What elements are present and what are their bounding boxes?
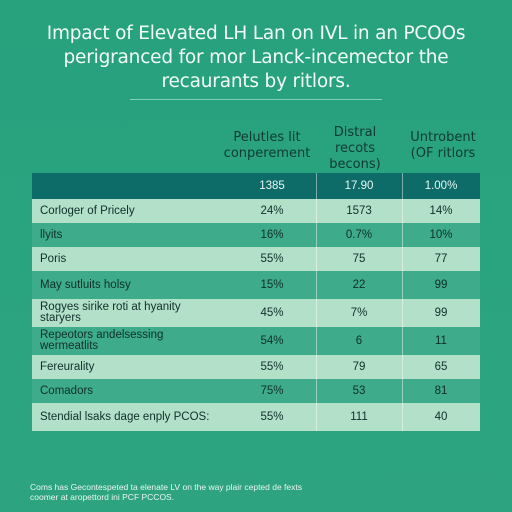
row-value-3: 99 bbox=[434, 307, 448, 319]
column-divider bbox=[316, 199, 317, 223]
column-divider bbox=[402, 403, 403, 431]
row-value-1: 75% bbox=[260, 385, 284, 397]
row-label: Fereurality bbox=[40, 360, 95, 373]
header-cell-1: 1385 bbox=[259, 180, 285, 192]
row-value-1: 55% bbox=[260, 253, 284, 265]
column-divider bbox=[402, 173, 403, 199]
row-value-3: 77 bbox=[434, 253, 448, 265]
row-label: Repeotors andelsessing wermeatlits bbox=[40, 329, 164, 352]
row-value-1: 45% bbox=[260, 307, 284, 319]
row-value-2: 75 bbox=[352, 253, 366, 265]
column-header-2-line-2: recots bbox=[334, 141, 376, 156]
row-value-2: 53 bbox=[352, 385, 366, 397]
header-cell-3: 1.00% bbox=[424, 180, 458, 192]
column-header-3-line-1: Untrobent bbox=[410, 130, 476, 145]
row-value-2: 22 bbox=[352, 279, 366, 291]
column-divider bbox=[402, 299, 403, 327]
row-value-1: 55% bbox=[260, 361, 284, 373]
column-divider bbox=[316, 403, 317, 431]
table-row: Rogyes sirike roti at hyanity staryers 45… bbox=[32, 299, 480, 327]
table-row: Fereurality 55% 79 65 bbox=[32, 355, 480, 379]
table-row: llyits 16% 0.7% 10% bbox=[32, 223, 480, 247]
column-header-3-line-2: (OF ritlors bbox=[410, 146, 476, 161]
column-header-2: Distral recots becons) bbox=[300, 125, 410, 173]
row-value-2: 7% bbox=[350, 307, 368, 319]
column-header-1-line-1: Pelutles lit bbox=[233, 130, 301, 145]
table-row: May sutluits holsy 15% 22 99 bbox=[32, 271, 480, 299]
column-divider bbox=[316, 271, 317, 299]
column-divider bbox=[402, 271, 403, 299]
column-divider bbox=[402, 379, 403, 403]
row-value-2: 0.7% bbox=[345, 229, 373, 241]
row-value-2: 79 bbox=[352, 361, 366, 373]
column-divider bbox=[316, 327, 317, 355]
column-header-1: Pelutles lit conperement bbox=[212, 130, 322, 162]
column-header-2-line-3: becons) bbox=[329, 157, 381, 172]
row-value-3: 81 bbox=[434, 385, 448, 397]
column-divider bbox=[402, 199, 403, 223]
title-line-3: recaurants by ritlors. bbox=[161, 71, 351, 92]
row-label: Corloger of Pricely bbox=[40, 204, 135, 217]
row-label: May sutluits holsy bbox=[40, 278, 131, 291]
column-divider bbox=[402, 355, 403, 379]
row-label: Comadors bbox=[40, 384, 94, 397]
column-divider bbox=[402, 223, 403, 247]
column-divider bbox=[316, 379, 317, 403]
row-label: Poris bbox=[40, 252, 67, 265]
data-table: 1385 17.90 1.00% Corloger of Pricely 24% 1… bbox=[32, 173, 480, 431]
footnote: Coms has Gecontespeted ta elenate LV on … bbox=[30, 482, 490, 502]
title-line-1: Impact of Elevated LH Lan on IVL in an P… bbox=[46, 23, 466, 44]
row-value-2: 6 bbox=[355, 335, 363, 347]
row-value-1: 16% bbox=[260, 229, 284, 241]
row-value-1: 55% bbox=[260, 411, 284, 423]
row-value-3: 40 bbox=[434, 411, 448, 423]
table-row: Repeotors andelsessing wermeatlits 54% 6 11 bbox=[32, 327, 480, 355]
row-value-3: 10% bbox=[429, 229, 453, 241]
row-label: Rogyes sirike roti at hyanity staryers bbox=[40, 301, 181, 324]
column-divider bbox=[402, 327, 403, 355]
column-divider bbox=[316, 299, 317, 327]
column-divider bbox=[402, 247, 403, 271]
table-row: Comadors 75% 53 81 bbox=[32, 379, 480, 403]
chart-title: Impact of Elevated LH Lan on IVL in an P… bbox=[0, 22, 512, 94]
row-value-2: 111 bbox=[350, 411, 368, 423]
column-divider bbox=[316, 223, 317, 247]
column-divider bbox=[316, 355, 317, 379]
footnote-line-1: Coms has Gecontespeted ta elenate LV on … bbox=[30, 482, 303, 492]
row-label: Stendial lsaks dage enply PCOS: bbox=[40, 410, 210, 423]
footnote-line-2: coomer at aropettord ini PCF PCCOS. bbox=[30, 492, 175, 502]
row-value-3: 11 bbox=[435, 335, 447, 347]
row-value-1: 24% bbox=[260, 205, 284, 217]
row-value-3: 99 bbox=[434, 279, 448, 291]
column-divider bbox=[316, 173, 317, 199]
row-value-1: 15% bbox=[260, 279, 284, 291]
row-label: llyits bbox=[40, 228, 63, 241]
row-value-3: 14% bbox=[429, 205, 453, 217]
table-row: Corloger of Pricely 24% 1573 14% bbox=[32, 199, 480, 223]
column-header-3: Untrobent (OF ritlors bbox=[388, 130, 498, 162]
table-header-row: 1385 17.90 1.00% bbox=[32, 173, 480, 199]
table-row: Stendial lsaks dage enply PCOS: 55% 111 40 bbox=[32, 403, 480, 431]
row-value-2: 1573 bbox=[346, 205, 372, 217]
column-header-2-line-1: Distral bbox=[333, 125, 377, 140]
column-divider bbox=[316, 247, 317, 271]
row-value-1: 54% bbox=[260, 335, 284, 347]
title-line-2: perigranced for mor Lanck-incemector the bbox=[63, 47, 449, 68]
table-body: Corloger of Pricely 24% 1573 14% llyits 16% 0.… bbox=[32, 199, 480, 431]
title-divider bbox=[130, 99, 382, 100]
column-header-1-line-2: conperement bbox=[223, 146, 311, 161]
row-value-3: 65 bbox=[434, 361, 448, 373]
header-cell-2: 17.90 bbox=[344, 180, 374, 192]
table-row: Poris 55% 75 77 bbox=[32, 247, 480, 271]
